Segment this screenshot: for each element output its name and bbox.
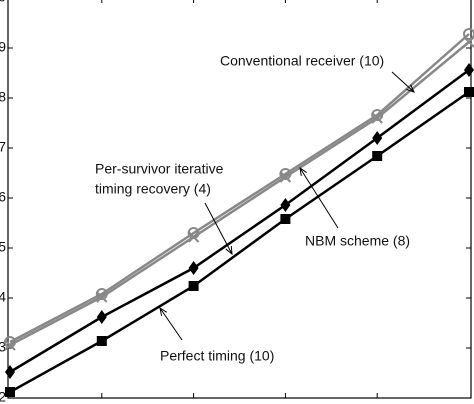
arrow-head xyxy=(225,245,233,256)
marker xyxy=(372,131,383,145)
marker xyxy=(188,261,199,275)
y-tick-label: 5 xyxy=(0,239,6,255)
series-line xyxy=(9,33,470,344)
marker xyxy=(372,151,383,161)
annotation-arrow xyxy=(299,167,339,229)
y-tick-label: 4 xyxy=(0,289,6,305)
marker xyxy=(371,112,383,124)
annotation: timing recovery (4) xyxy=(95,181,211,197)
y-tick-label: 2 xyxy=(0,389,6,404)
series-line xyxy=(9,90,470,394)
arrow-head xyxy=(299,166,307,176)
marker xyxy=(4,339,16,351)
marker xyxy=(279,171,292,183)
y-tick-label: 3 xyxy=(0,339,6,355)
y-tick-label: 7 xyxy=(0,139,6,155)
marker xyxy=(464,87,474,97)
series-line xyxy=(9,68,470,374)
marker xyxy=(463,36,474,48)
marker xyxy=(463,28,474,40)
annotation: Per-survivor iterative xyxy=(95,161,224,177)
annotation-arrow xyxy=(204,202,233,255)
y-tick-label: 9 xyxy=(0,39,6,55)
marker xyxy=(188,281,199,291)
y-tick-label: 8 xyxy=(0,89,6,105)
marker xyxy=(5,387,15,397)
marker xyxy=(5,365,15,379)
marker xyxy=(280,198,291,212)
marker xyxy=(464,63,474,77)
annotation: Perfect timing (10) xyxy=(160,348,274,364)
annotation: Conventional receiver (10) xyxy=(220,53,384,69)
annotation-arrow xyxy=(391,71,415,93)
series-line xyxy=(9,41,470,347)
annotation-arrow xyxy=(159,307,183,341)
marker xyxy=(187,231,200,243)
arrow-head xyxy=(406,84,415,93)
y-tick-label: 10 xyxy=(0,0,6,5)
marker xyxy=(96,336,107,346)
marker xyxy=(96,310,107,324)
marker xyxy=(280,214,291,224)
annotation: NBM scheme (8) xyxy=(305,233,410,249)
arrow-head xyxy=(159,306,168,316)
marker xyxy=(96,291,108,303)
y-tick-label: 6 xyxy=(0,189,6,205)
